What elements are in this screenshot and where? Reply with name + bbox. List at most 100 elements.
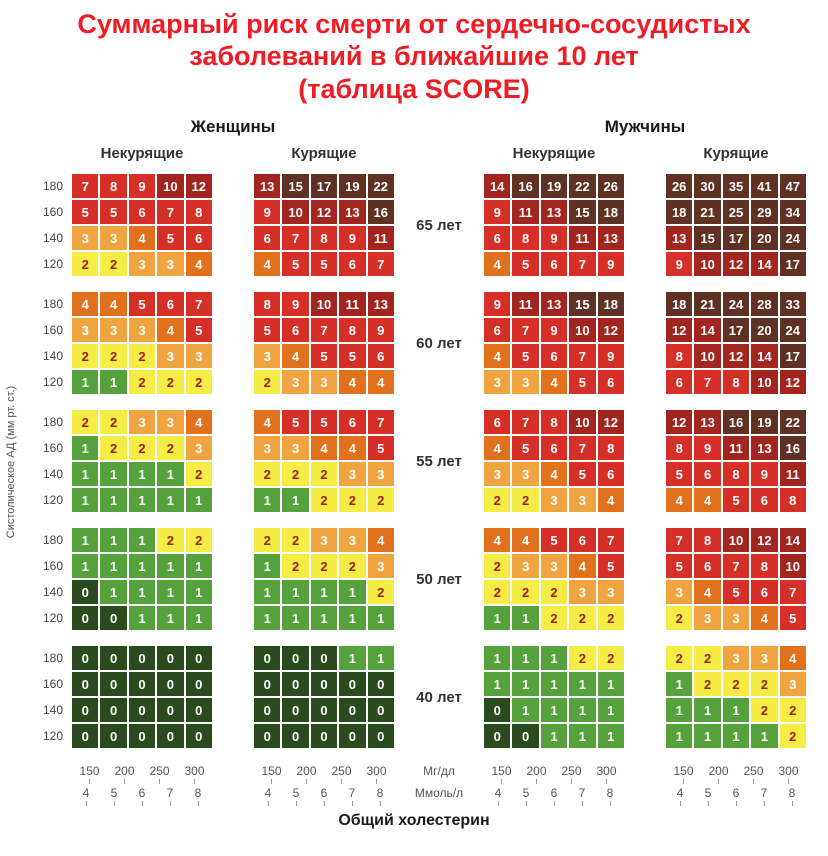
risk-cell: 8	[779, 488, 806, 513]
risk-cell: 1	[254, 554, 281, 579]
risk-cell: 0	[100, 724, 127, 749]
risk-cell: 5	[666, 554, 693, 579]
risk-cell: 2	[751, 698, 778, 723]
axis-tick	[589, 779, 624, 786]
risk-cell: 6	[597, 370, 624, 395]
axis-value: 140	[42, 349, 63, 364]
header-men-nonsmokers: Некурящие	[512, 145, 596, 163]
risk-cell: 16	[722, 410, 750, 435]
risk-cell: 4	[484, 344, 511, 369]
risk-cell: 2	[72, 252, 99, 277]
risk-cell: 5	[100, 200, 127, 225]
risk-block-men-smoking-50: 7 8 10 12 14 5 6 7 8 10 3 4 5 6 7 2 3 3 4 5	[666, 528, 806, 631]
risk-cell: 5	[540, 528, 568, 553]
risk-cell: 1	[512, 646, 539, 671]
risk-cell: 1	[339, 580, 366, 605]
risk-cell: 9	[540, 226, 568, 251]
risk-cell: 7	[185, 292, 212, 317]
risk-cell: 13	[540, 200, 568, 225]
risk-cell: 2	[569, 606, 596, 631]
risk-cell: 7	[310, 318, 338, 343]
risk-cell: 7	[157, 200, 184, 225]
risk-cell: 7	[512, 410, 539, 435]
risk-cell: 0	[157, 646, 184, 671]
risk-cell: 1	[157, 580, 184, 605]
bp-axis-labels: 180 160 140 120	[34, 410, 72, 512]
risk-cell: 2	[282, 528, 309, 553]
risk-cell: 0	[367, 698, 394, 723]
risk-cell: 17	[310, 174, 338, 199]
risk-cell: 5	[339, 344, 366, 369]
axis-unit-labels: Мг/дл Ммоль/л	[394, 764, 484, 808]
risk-cell: 4	[597, 488, 624, 513]
axis-tick	[512, 801, 540, 808]
axis-value: 4	[676, 786, 684, 801]
risk-cell: 1	[72, 370, 99, 395]
risk-cell: 3	[157, 252, 184, 277]
risk-cell: 6	[540, 252, 568, 277]
risk-cell: 6	[569, 528, 596, 553]
risk-cell: 2	[597, 646, 624, 671]
risk-cell: 3	[100, 226, 127, 251]
risk-cell: 0	[72, 698, 99, 723]
risk-cell: 7	[367, 252, 394, 277]
header-women-nonsmokers: Некурящие	[100, 145, 184, 163]
axis-value: 200	[114, 764, 135, 779]
risk-cell: 1	[157, 606, 184, 631]
risk-cell: 2	[310, 488, 338, 513]
risk-block-men-nonsmoking-55: 6 7 8 10 12 4 5 6 7 8 3 3 4 5 6 2 2 3 3 4	[484, 410, 624, 513]
risk-cell: 6	[751, 580, 778, 605]
risk-cell: 11	[569, 226, 596, 251]
risk-cell: 3	[310, 528, 338, 553]
risk-cell: 9	[751, 462, 778, 487]
risk-cell: 19	[540, 174, 568, 199]
risk-cell: 9	[597, 252, 624, 277]
axis-value: 250	[149, 764, 170, 779]
risk-cell: 4	[254, 410, 281, 435]
risk-cell: 3	[310, 370, 338, 395]
risk-cell: 0	[157, 672, 184, 697]
axis-value: 4	[82, 786, 90, 801]
risk-cell: 1	[569, 698, 596, 723]
axis-tick	[484, 801, 512, 808]
risk-cell: 6	[694, 462, 721, 487]
mg-axis-ticks	[72, 779, 212, 786]
risk-cell: 9	[694, 436, 721, 461]
risk-cell: 0	[128, 724, 156, 749]
mmol-axis-ticks	[484, 801, 624, 808]
risk-cell: 1	[128, 580, 156, 605]
axis-value: 250	[331, 764, 352, 779]
age-label-slot: 50 лет	[394, 528, 484, 630]
risk-cell: 1	[751, 724, 778, 749]
spacer	[624, 292, 666, 394]
risk-cell: 5	[310, 410, 338, 435]
risk-cell: 22	[569, 174, 596, 199]
header-women: Женщины	[190, 117, 276, 137]
risk-cell: 2	[484, 554, 511, 579]
risk-block-men-smoking-60: 18 21 24 28 33 12 14 17 20 24 8 10 12 14 17 6 7 8 10 12	[666, 292, 806, 395]
risk-cell: 0	[128, 698, 156, 723]
risk-cell: 9	[666, 252, 693, 277]
risk-cell: 1	[72, 436, 99, 461]
axis-value: 4	[264, 786, 272, 801]
risk-cell: 24	[779, 226, 806, 251]
axis-tick	[254, 801, 282, 808]
risk-cell: 12	[597, 318, 624, 343]
risk-cell: 10	[694, 252, 721, 277]
risk-cell: 3	[128, 252, 156, 277]
risk-cell: 3	[157, 410, 184, 435]
risk-cell: 1	[569, 672, 596, 697]
risk-cell: 2	[100, 436, 127, 461]
risk-cell: 2	[722, 672, 750, 697]
risk-cell: 5	[185, 318, 212, 343]
risk-cell: 6	[484, 410, 511, 435]
risk-cell: 0	[254, 724, 281, 749]
risk-cell: 2	[100, 410, 127, 435]
spacer	[624, 145, 666, 162]
risk-cell: 7	[282, 226, 309, 251]
risk-cell: 5	[157, 226, 184, 251]
risk-cell: 1	[128, 528, 156, 553]
axis-tick	[778, 801, 806, 808]
risk-cell: 7	[694, 370, 721, 395]
